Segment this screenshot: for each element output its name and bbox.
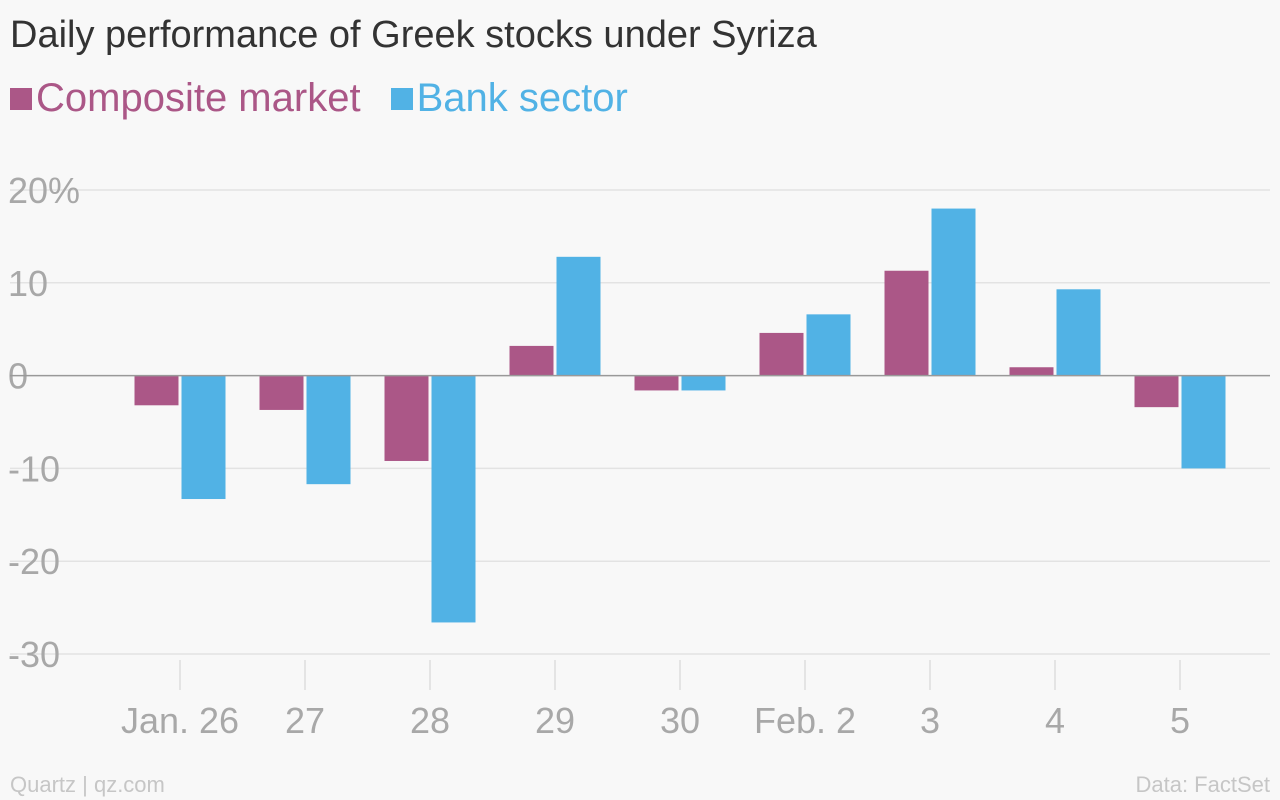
x-tick-label: 5 (1170, 700, 1190, 741)
chart-title: Daily performance of Greek stocks under … (10, 14, 817, 56)
bar-bank (431, 375, 476, 623)
x-tick-label: Jan. 26 (121, 700, 239, 741)
y-tick-label: 10 (8, 263, 48, 304)
bar-bank (681, 375, 726, 391)
x-tick-label: 27 (285, 700, 325, 741)
bar-bank (1056, 289, 1101, 376)
bar-composite (134, 375, 179, 406)
bar-bank (556, 256, 601, 376)
y-tick-label: -30 (8, 634, 60, 675)
bar-composite (384, 375, 429, 461)
bar-composite (884, 270, 929, 376)
legend-swatch-bank (390, 87, 413, 110)
bar-bank (931, 208, 976, 376)
bar-bank (306, 375, 351, 485)
x-tick-label: 3 (920, 700, 940, 741)
bar-bank (181, 375, 226, 500)
footer-source: Quartz | qz.com (10, 772, 165, 797)
bar-bank (806, 314, 851, 376)
legend-label-bank: Bank sector (416, 76, 628, 120)
legend-item-composite: Composite market (10, 76, 361, 121)
x-tick-label: 29 (535, 700, 575, 741)
bar-composite (634, 375, 679, 391)
x-tick-label: 4 (1045, 700, 1065, 741)
bar-composite (259, 375, 304, 410)
bar-composite (759, 332, 804, 376)
legend-item-bank: Bank sector (390, 76, 628, 121)
x-tick-label: 30 (660, 700, 700, 741)
y-tick-label: -20 (8, 541, 60, 582)
x-tick-label: 28 (410, 700, 450, 741)
x-tick-label: Feb. 2 (754, 700, 856, 741)
bar-composite (509, 345, 554, 376)
legend: Composite market Bank sector (10, 76, 658, 121)
bar-composite (1134, 375, 1179, 408)
bar-composite (1009, 367, 1054, 376)
y-tick-label: -10 (8, 448, 60, 489)
footer-data-credit: Data: FactSet (1135, 772, 1270, 797)
legend-label-composite: Composite market (36, 76, 361, 120)
bar-bank (1181, 375, 1226, 469)
legend-swatch-composite (10, 87, 32, 110)
y-tick-label: 20% (8, 170, 80, 211)
